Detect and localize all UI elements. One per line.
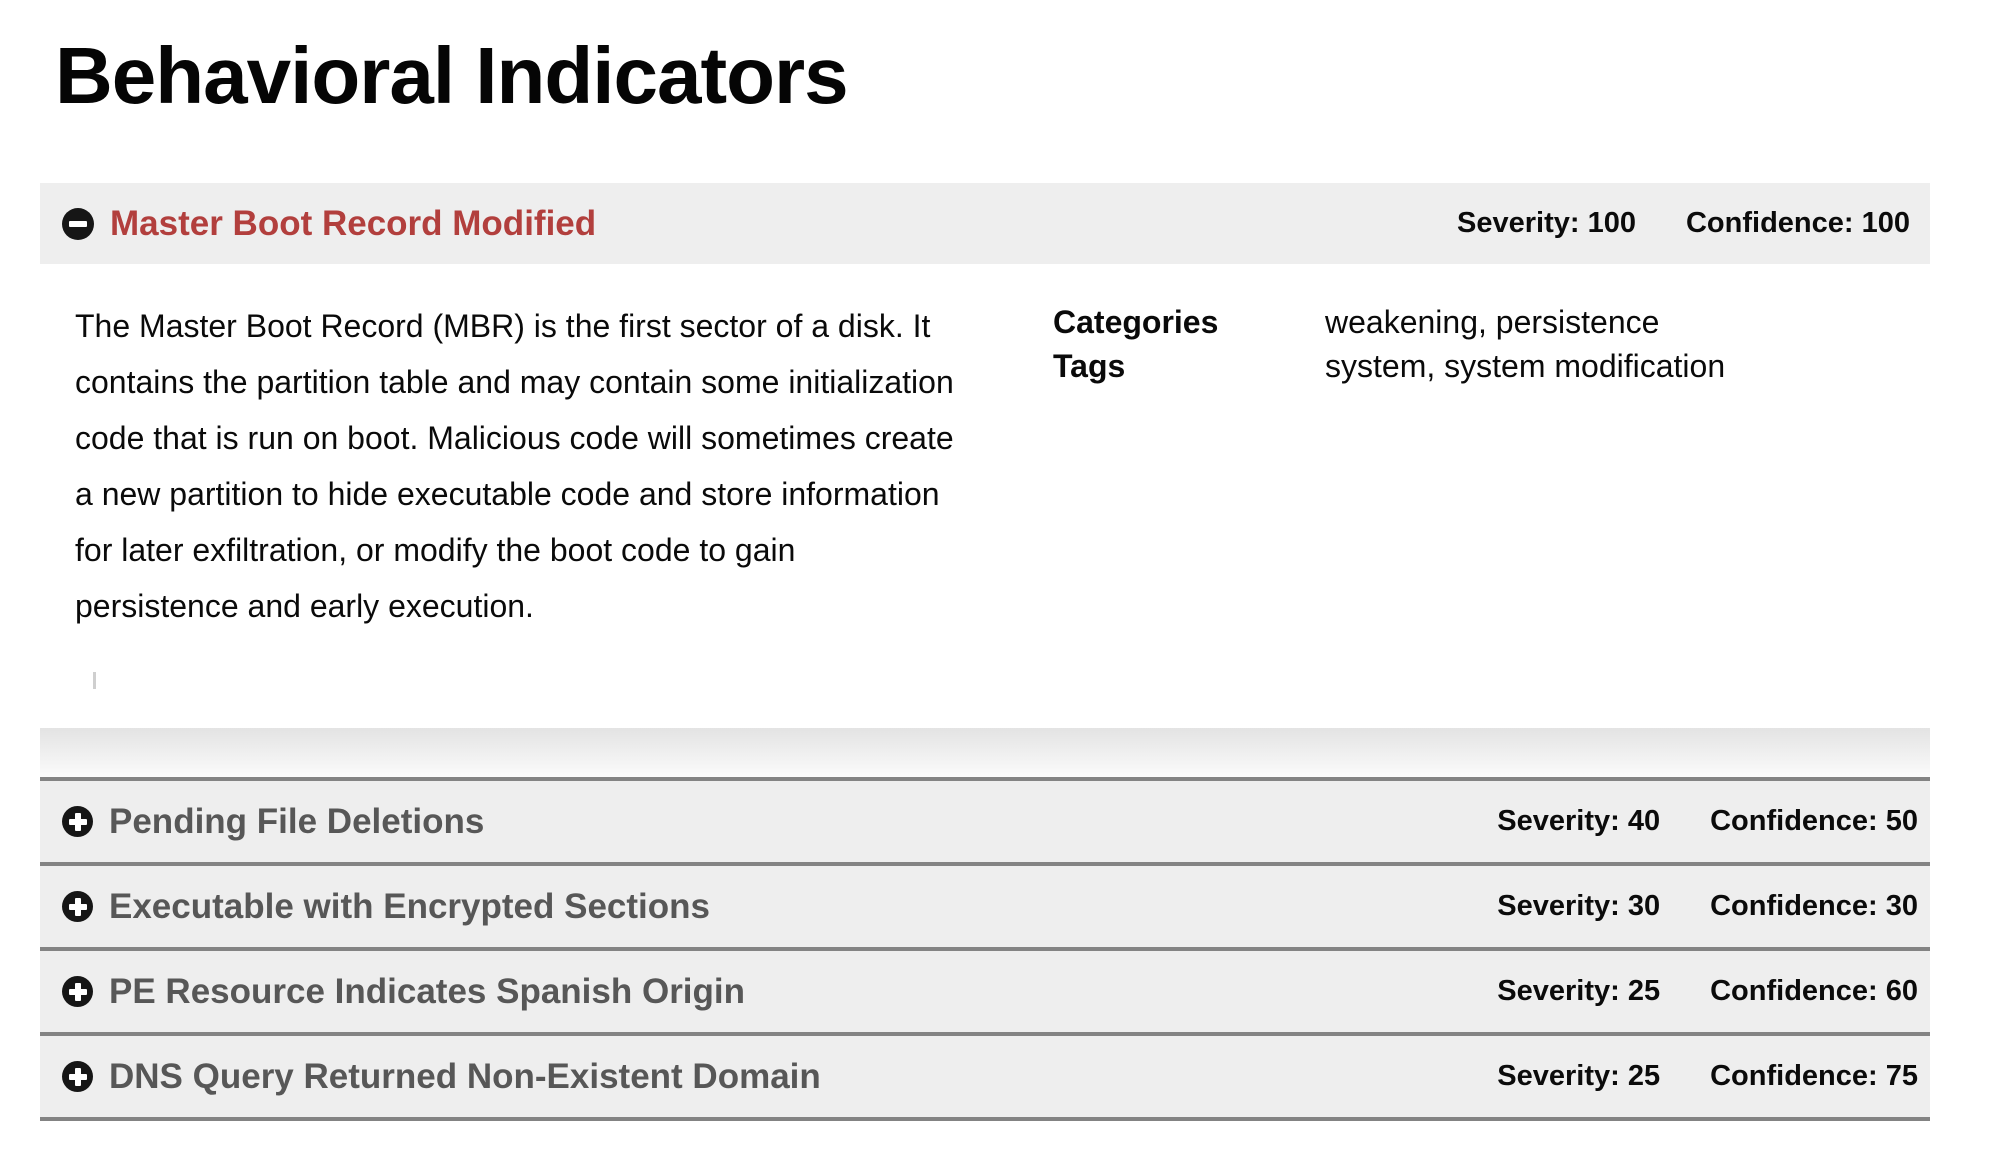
text-cursor-artifact [93,672,96,689]
severity-metric: Severity: 25 [1497,975,1660,1008]
indicator-row-pending-file-deletions[interactable]: Pending File Deletions Severity: 40 Conf… [40,777,1930,862]
severity-label: Severity: [1497,975,1620,1007]
confidence-label: Confidence: [1710,1060,1878,1092]
severity-metric: Severity: 30 [1497,890,1660,923]
confidence-metric: Confidence: 60 [1710,975,1918,1008]
severity-label: Severity: [1457,207,1580,239]
plus-circle-icon[interactable] [62,1061,93,1092]
indicator-metrics: Severity: 25 Confidence: 75 [1497,1060,1930,1093]
confidence-metric: Confidence: 100 [1686,207,1910,240]
indicator-panel-footer [40,728,1930,777]
confidence-label: Confidence: [1685,207,1854,239]
confidence-metric: Confidence: 30 [1710,890,1918,923]
confidence-label: Confidence: [1710,805,1878,837]
tags-label: Tags [1053,348,1126,384]
indicator-title[interactable]: PE Resource Indicates Spanish Origin [109,971,746,1011]
indicator-row-dns-nxdomain[interactable]: DNS Query Returned Non-Existent Domain S… [40,1032,1930,1121]
severity-label: Severity: [1497,890,1620,922]
minus-circle-icon[interactable] [62,207,94,240]
indicator-metrics: Severity: 25 Confidence: 60 [1497,975,1930,1008]
severity-label: Severity: [1497,1060,1620,1092]
confidence-label: Confidence: [1710,975,1878,1007]
confidence-value: 60 [1885,975,1918,1007]
page-title: Behavioral Indicators [55,31,849,120]
indicator-row-spanish-origin[interactable]: PE Resource Indicates Spanish Origin Sev… [40,947,1930,1032]
confidence-value: 100 [1861,207,1910,239]
indicator-title[interactable]: Pending File Deletions [109,801,485,841]
categories-label: Categories [1053,304,1219,340]
indicator-metrics: Severity: 30 Confidence: 30 [1497,890,1930,923]
severity-value: 25 [1627,1060,1661,1092]
confidence-metric: Confidence: 50 [1710,805,1918,838]
severity-value: 100 [1587,207,1636,239]
behavioral-indicators-page: Behavioral Indicators Master Boot Record… [40,0,1930,1121]
severity-value: 30 [1627,890,1661,922]
severity-label: Severity: [1497,805,1620,837]
indicator-header-mbr[interactable]: Master Boot Record Modified Severity: 10… [40,183,1930,264]
plus-circle-icon[interactable] [62,976,93,1007]
tags-value: system, system modification [1325,348,1726,384]
indicator-description: The Master Boot Record (MBR) is the firs… [75,308,954,624]
indicator-title[interactable]: Master Boot Record Modified [110,203,597,243]
indicator-title[interactable]: DNS Query Returned Non-Existent Domain [109,1056,821,1096]
indicator-metrics: Severity: 100 Confidence: 100 [1457,207,1930,240]
plus-circle-icon[interactable] [62,806,93,837]
indicator-meta: Categories weakening, persistence Tags s… [1053,300,1725,728]
severity-metric: Severity: 25 [1497,1060,1660,1093]
severity-metric: Severity: 100 [1457,207,1636,240]
indicator-panel-expanded: Master Boot Record Modified Severity: 10… [40,183,1930,777]
categories-value: weakening, persistence [1325,304,1660,340]
plus-circle-icon[interactable] [62,891,93,922]
indicator-row-encrypted-sections[interactable]: Executable with Encrypted Sections Sever… [40,862,1930,947]
confidence-label: Confidence: [1710,890,1878,922]
confidence-value: 75 [1885,1060,1918,1092]
severity-value: 40 [1627,805,1661,837]
severity-value: 25 [1627,975,1661,1007]
confidence-value: 30 [1885,890,1918,922]
confidence-value: 50 [1885,805,1918,837]
indicator-body: The Master Boot Record (MBR) is the firs… [40,264,1930,728]
indicator-metrics: Severity: 40 Confidence: 50 [1497,805,1930,838]
indicator-title[interactable]: Executable with Encrypted Sections [109,886,710,926]
severity-metric: Severity: 40 [1497,805,1660,838]
confidence-metric: Confidence: 75 [1710,1060,1918,1093]
